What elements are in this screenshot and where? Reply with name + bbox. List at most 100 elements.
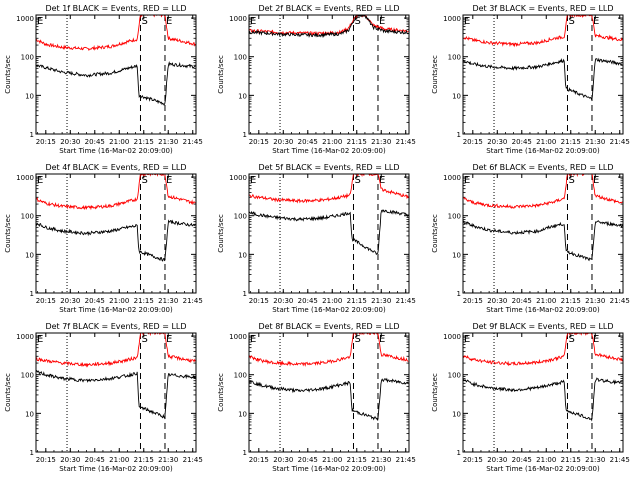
event-marker-label: E <box>464 175 470 186</box>
y-tick-label: 10 <box>25 410 34 418</box>
x-tick-label: 21:45 <box>610 297 630 305</box>
series-line <box>463 333 623 367</box>
x-tick-label: 20:45 <box>512 138 532 146</box>
y-axis-label: Counts/sec <box>431 55 439 94</box>
x-axis-label: Start Time (16-Mar-02 20:09:00) <box>272 306 386 314</box>
x-tick-label: 20:45 <box>85 297 105 305</box>
x-tick-label: 20:30 <box>487 138 507 146</box>
series-line <box>249 377 409 421</box>
x-tick-label: 21:30 <box>585 138 605 146</box>
x-tick-label: 20:30 <box>60 297 80 305</box>
plot-frame <box>462 173 624 294</box>
x-tick-label: 20:15 <box>36 297 56 305</box>
detector-panel: Det 4f BLACK = Events, RED = LLD Counts/s… <box>4 163 203 314</box>
x-tick-label: 21:15 <box>134 297 154 305</box>
y-tick-label: 1000 <box>229 174 247 182</box>
y-axis-label: Counts/sec <box>431 373 439 412</box>
y-tick-label: 100 <box>448 54 461 62</box>
series-line <box>463 220 623 262</box>
series-line <box>36 15 196 52</box>
plot-frame <box>35 332 197 453</box>
x-tick-label: 20:30 <box>273 456 293 464</box>
y-axis-label: Counts/sec <box>4 214 12 253</box>
series-line <box>463 174 623 209</box>
x-tick-label: 20:15 <box>463 138 483 146</box>
y-tick-label: 1 <box>30 449 34 457</box>
x-tick-label: 21:30 <box>585 297 605 305</box>
event-marker-label: E <box>593 175 599 186</box>
detector-panel: Det 6f BLACK = Events, RED = LLD Counts/s… <box>431 163 630 314</box>
detector-panel: Det 2f BLACK = Events, RED = LLD Counts/s… <box>217 4 416 155</box>
event-marker-label: S <box>568 334 574 345</box>
x-tick-label: 21:00 <box>109 297 129 305</box>
event-marker-label: S <box>141 16 147 27</box>
x-tick-label: 20:15 <box>249 297 269 305</box>
event-marker-label: E <box>166 175 172 186</box>
panel-title: Det 2f BLACK = Events, RED = LLD <box>258 4 399 13</box>
event-marker-label: E <box>464 16 470 27</box>
x-tick-label: 21:45 <box>610 456 630 464</box>
detector-panel: Det 7f BLACK = Events, RED = LLD Counts/s… <box>4 322 203 473</box>
x-axis-label: Start Time (16-Mar-02 20:09:00) <box>486 147 600 155</box>
x-tick-label: 21:15 <box>347 297 367 305</box>
panel-title: Det 7f BLACK = Events, RED = LLD <box>45 322 186 331</box>
y-tick-label: 1000 <box>443 333 461 341</box>
x-tick-label: 20:15 <box>463 297 483 305</box>
x-tick-label: 20:30 <box>60 138 80 146</box>
series-line <box>249 209 409 256</box>
series-line <box>36 333 196 368</box>
panel-title: Det 4f BLACK = Events, RED = LLD <box>45 163 186 172</box>
panel-title: Det 6f BLACK = Events, RED = LLD <box>472 163 613 172</box>
x-axis-label: Start Time (16-Mar-02 20:09:00) <box>59 147 173 155</box>
event-marker-label: E <box>250 16 256 27</box>
y-tick-label: 1 <box>243 449 247 457</box>
series-line <box>249 174 409 204</box>
event-marker-label: S <box>354 16 360 27</box>
detector-panel: Det 5f BLACK = Events, RED = LLD Counts/s… <box>217 163 416 314</box>
y-tick-label: 100 <box>21 372 34 380</box>
y-axis-label: Counts/sec <box>4 55 12 94</box>
y-tick-label: 10 <box>452 251 461 259</box>
y-tick-label: 100 <box>234 372 247 380</box>
event-marker-label: E <box>379 175 385 186</box>
x-tick-label: 20:45 <box>298 456 318 464</box>
y-axis-label: Counts/sec <box>431 214 439 253</box>
event-marker-label: E <box>37 334 43 345</box>
y-axis-label: Counts/sec <box>217 373 225 412</box>
panel-title: Det 5f BLACK = Events, RED = LLD <box>258 163 399 172</box>
y-tick-label: 1000 <box>229 333 247 341</box>
series-line <box>36 174 196 211</box>
y-tick-label: 1000 <box>16 333 34 341</box>
x-tick-label: 21:15 <box>134 138 154 146</box>
x-tick-label: 20:45 <box>298 297 318 305</box>
event-marker-label: E <box>37 175 43 186</box>
x-tick-label: 21:15 <box>561 138 581 146</box>
y-tick-label: 10 <box>452 410 461 418</box>
x-tick-label: 21:00 <box>536 138 556 146</box>
x-tick-label: 21:45 <box>396 297 416 305</box>
event-marker-label: S <box>354 334 360 345</box>
detector-panel: Det 8f BLACK = Events, RED = LLD Counts/s… <box>217 322 416 473</box>
event-marker-label: E <box>166 334 172 345</box>
y-axis-label: Counts/sec <box>217 55 225 94</box>
event-marker-label: E <box>379 334 385 345</box>
y-tick-label: 1 <box>243 131 247 139</box>
event-marker-label: E <box>166 16 172 27</box>
x-axis-label: Start Time (16-Mar-02 20:09:00) <box>486 465 600 473</box>
series-line <box>463 57 623 102</box>
x-tick-label: 21:15 <box>347 456 367 464</box>
y-tick-label: 1 <box>243 290 247 298</box>
x-tick-label: 20:30 <box>487 456 507 464</box>
x-tick-label: 20:45 <box>512 456 532 464</box>
event-marker-label: E <box>37 16 43 27</box>
y-tick-label: 1000 <box>16 15 34 23</box>
series-line <box>463 15 623 48</box>
x-tick-label: 20:45 <box>85 456 105 464</box>
plot-frame <box>248 14 410 135</box>
panel-title: Det 9f BLACK = Events, RED = LLD <box>472 322 613 331</box>
y-tick-label: 1000 <box>443 15 461 23</box>
y-tick-label: 100 <box>21 54 34 62</box>
plot-frame <box>248 173 410 294</box>
y-tick-label: 100 <box>448 372 461 380</box>
